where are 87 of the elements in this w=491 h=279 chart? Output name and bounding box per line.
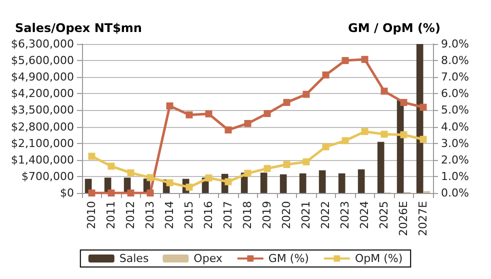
point <box>400 98 408 106</box>
y2-axis-title: GM / OpM (%) <box>348 21 440 35</box>
y-tick-label: $1,400,000 <box>10 153 74 166</box>
point <box>322 143 330 150</box>
y2-tick-label: 3.0% <box>441 136 469 150</box>
legend-label: OpM (%) <box>354 252 403 265</box>
point <box>224 126 232 134</box>
y2-tick-label: 0.0% <box>441 186 469 200</box>
bar <box>280 174 287 193</box>
point <box>302 158 310 166</box>
point <box>205 174 212 182</box>
bar <box>338 173 346 193</box>
x-tick-label: 2015 <box>182 201 196 229</box>
y-tick-label: $2,800,000 <box>10 120 74 134</box>
point <box>166 179 174 186</box>
point <box>186 111 193 118</box>
x-tick-label: 2026E <box>397 200 410 236</box>
x-tick-label: 2018 <box>241 201 254 229</box>
point <box>264 165 271 172</box>
y-tick-label: $3,500,000 <box>10 104 74 117</box>
point <box>264 110 271 118</box>
point <box>166 102 174 110</box>
point <box>244 170 252 177</box>
y-tick-label: $4,200,000 <box>10 87 74 100</box>
y2-tick-label: 2.0% <box>441 153 469 166</box>
x-tick-label: 2011 <box>104 201 118 229</box>
x-tick-label: 2021 <box>300 201 313 229</box>
point <box>224 178 232 186</box>
point <box>283 98 290 106</box>
point <box>361 56 368 63</box>
x-tick-label: 2019 <box>260 201 274 229</box>
legend-label: Sales <box>119 252 149 265</box>
y2-tick-label: 9.0% <box>441 38 469 50</box>
y2-tick-label: 5.0% <box>441 104 469 117</box>
point <box>342 137 349 144</box>
point <box>302 90 310 98</box>
bar <box>358 169 365 193</box>
bar <box>318 170 326 193</box>
point <box>186 184 193 191</box>
x-tick-label: 2010 <box>85 201 98 229</box>
x-tick-label: 2012 <box>124 201 138 229</box>
x-tick-label: 2024 <box>358 201 372 229</box>
point <box>108 190 115 196</box>
y-tick-label: $5,600,000 <box>10 54 74 68</box>
x-tick-label: 2014 <box>163 201 176 229</box>
legend-label: GM (%) <box>268 252 309 265</box>
point <box>127 169 134 176</box>
x-tick-label: 2027E <box>416 200 430 236</box>
point <box>400 131 408 138</box>
point <box>342 57 349 64</box>
point <box>380 130 388 138</box>
y-tick-label: $700,000 <box>21 170 74 183</box>
x-tick-label: 2016 <box>202 201 216 229</box>
point <box>244 120 252 127</box>
y-tick-label: $0 <box>60 186 74 200</box>
y2-tick-label: 8.0% <box>441 54 469 68</box>
point <box>146 174 154 182</box>
point <box>420 136 427 143</box>
x-tick-label: 2023 <box>338 201 352 229</box>
bar <box>299 173 306 193</box>
bar <box>260 172 268 193</box>
x-tick-label: 2020 <box>280 201 294 229</box>
point <box>420 104 427 111</box>
y2-tick-label: 4.0% <box>441 120 469 134</box>
point <box>108 162 115 170</box>
x-tick-label: 2022 <box>319 201 332 229</box>
y-tick-label: $6,300,000 <box>10 38 74 50</box>
point <box>127 190 134 196</box>
point <box>380 88 388 95</box>
x-tick-label: 2017 <box>222 201 235 229</box>
y2-tick-label: 6.0% <box>441 87 469 100</box>
point <box>322 71 330 78</box>
point <box>205 110 212 118</box>
legend-label: Opex <box>194 252 223 265</box>
point <box>88 152 96 160</box>
y2-tick-label: 7.0% <box>441 70 469 84</box>
y-tick-label: $2,100,000 <box>10 136 74 150</box>
point <box>146 190 154 196</box>
bar <box>377 142 384 193</box>
point <box>283 161 290 168</box>
y-axis-title: Sales/Opex NT$mn <box>14 21 142 35</box>
point <box>361 128 368 136</box>
x-tick-label: 2025 <box>378 201 391 229</box>
y2-tick-label: 1.0% <box>441 170 469 183</box>
point <box>88 190 96 196</box>
y-tick-label: $4,900,000 <box>10 70 74 84</box>
x-tick-label: 2013 <box>144 201 157 229</box>
